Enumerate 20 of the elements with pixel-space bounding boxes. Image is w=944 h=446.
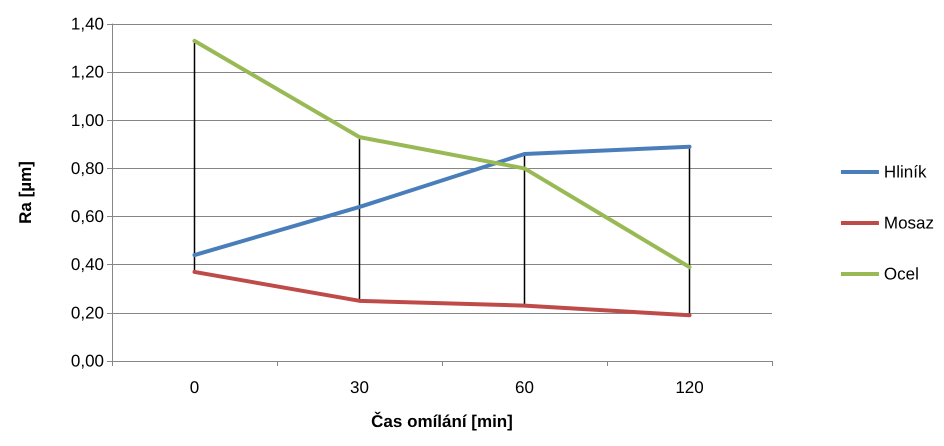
line-series (192, 38, 692, 270)
line-series (192, 270, 692, 318)
y-tick-label: 0,40 (70, 255, 104, 274)
x-tick-label: 120 (675, 378, 704, 397)
x-tick-label: 60 (515, 378, 534, 397)
y-tick-label: 0,80 (70, 158, 104, 178)
line-series (192, 144, 692, 258)
y-tick-label: 0,20 (70, 303, 104, 322)
x-axis-title: Čas omílání [min] (371, 411, 513, 431)
y-tick-label: 1,20 (70, 62, 104, 82)
y-tick-label: 0,00 (70, 352, 104, 370)
x-tick-label: 0 (190, 378, 200, 397)
y-axis-title: Ra [µm] (16, 161, 35, 224)
legend-label: Ocel (884, 264, 919, 284)
legend-label: Mosaz (884, 214, 934, 232)
y-tick-label: 1,40 (70, 14, 104, 34)
x-tick-label: 30 (350, 378, 369, 397)
y-tick-label: 0,60 (70, 207, 104, 226)
y-tick-label: 1,00 (70, 110, 104, 130)
legend-label: Hliník (884, 162, 927, 182)
